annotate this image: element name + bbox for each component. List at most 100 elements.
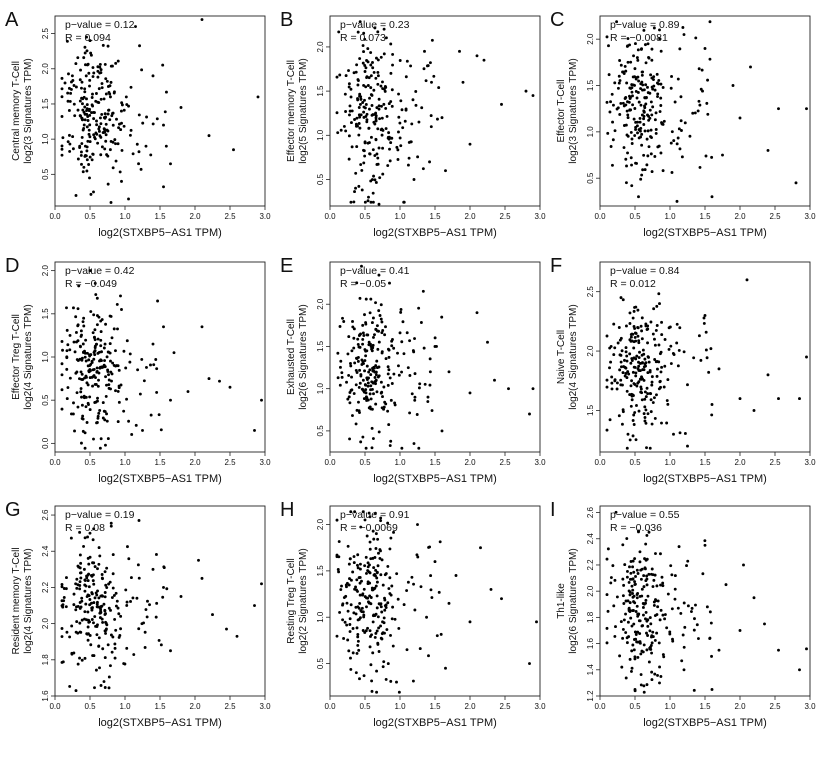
data-point [365, 118, 369, 122]
y-axis-label-line1: Central memory T-Cell [11, 61, 22, 161]
data-point [99, 684, 103, 687]
data-point [352, 327, 356, 331]
x-tick-label: 1.0 [119, 702, 131, 711]
data-point [633, 582, 637, 586]
data-point [626, 432, 630, 436]
data-point [89, 192, 93, 196]
x-tick-label: 0.0 [594, 212, 606, 221]
data-point [82, 56, 86, 60]
y-tick-label: 2.0 [316, 298, 325, 310]
data-point [633, 601, 637, 605]
data-point [365, 364, 369, 368]
data-point [651, 635, 655, 639]
x-tick-label: 2.0 [189, 458, 201, 467]
data-point [659, 608, 663, 612]
data-point [680, 155, 684, 159]
data-point [798, 397, 801, 401]
data-point [634, 371, 638, 375]
data-point [643, 96, 647, 100]
data-point [361, 610, 365, 614]
data-point [461, 80, 465, 84]
data-point [397, 130, 400, 134]
data-point [637, 619, 641, 623]
data-point [660, 421, 663, 425]
data-point [640, 337, 644, 341]
data-point [369, 200, 373, 204]
data-point [357, 121, 361, 125]
data-point [143, 630, 147, 634]
data-point [640, 587, 644, 591]
data-point [661, 653, 665, 657]
data-point [612, 353, 616, 357]
data-point [641, 368, 645, 372]
data-point [383, 631, 386, 635]
data-point [355, 145, 359, 149]
data-point [349, 667, 353, 671]
data-point [81, 102, 84, 106]
data-point [125, 339, 129, 343]
data-point [355, 578, 359, 582]
data-point [119, 128, 123, 132]
data-point [365, 571, 368, 575]
data-point [103, 116, 107, 120]
data-point [102, 680, 106, 683]
data-point [103, 608, 107, 612]
data-point [89, 573, 93, 577]
y-tick-label: 1.0 [316, 383, 325, 395]
data-point [375, 570, 379, 574]
y-tick-label: 2.0 [586, 345, 595, 357]
data-point [375, 359, 379, 363]
y-tick-label: 0.5 [316, 425, 325, 437]
data-point [97, 129, 101, 133]
data-point [335, 553, 339, 557]
data-point [125, 600, 129, 604]
data-point [86, 579, 90, 583]
data-point [355, 63, 359, 67]
data-point [373, 333, 376, 337]
data-point [357, 133, 361, 137]
data-point [362, 397, 366, 401]
data-point [96, 337, 100, 341]
data-point [659, 49, 663, 53]
data-point [678, 431, 682, 435]
data-point [380, 320, 384, 324]
data-point [657, 360, 661, 364]
y-axis-label-line2: log2(4 Signatures TPM) [568, 304, 579, 409]
data-point [359, 163, 363, 167]
data-point [97, 87, 101, 91]
data-point [622, 602, 626, 605]
data-point [95, 370, 99, 374]
data-point [635, 56, 639, 60]
data-point [82, 544, 86, 548]
data-point [108, 92, 112, 96]
data-point [622, 146, 626, 149]
data-point [353, 190, 356, 194]
data-point [605, 626, 609, 630]
data-point [380, 610, 384, 614]
data-point [375, 56, 378, 60]
data-point [400, 370, 404, 374]
data-point [378, 176, 382, 180]
data-point [78, 601, 82, 604]
data-point [373, 122, 377, 126]
data-point [163, 110, 167, 114]
data-point [637, 380, 641, 384]
data-point [363, 313, 366, 317]
data-point [396, 148, 400, 152]
data-point [86, 625, 90, 629]
data-point [348, 437, 352, 441]
data-point [606, 131, 610, 135]
data-point [433, 336, 437, 340]
data-point [84, 375, 88, 379]
x-tick-label: 1.0 [664, 212, 676, 221]
data-point [375, 690, 379, 694]
data-point [350, 145, 354, 149]
data-point [682, 668, 686, 672]
data-point [377, 202, 381, 206]
data-point [387, 355, 391, 359]
r-value-label: R = 0.094 [65, 32, 111, 44]
data-point [81, 108, 85, 112]
data-point [76, 157, 80, 161]
data-point [631, 434, 635, 438]
data-point [114, 142, 117, 146]
